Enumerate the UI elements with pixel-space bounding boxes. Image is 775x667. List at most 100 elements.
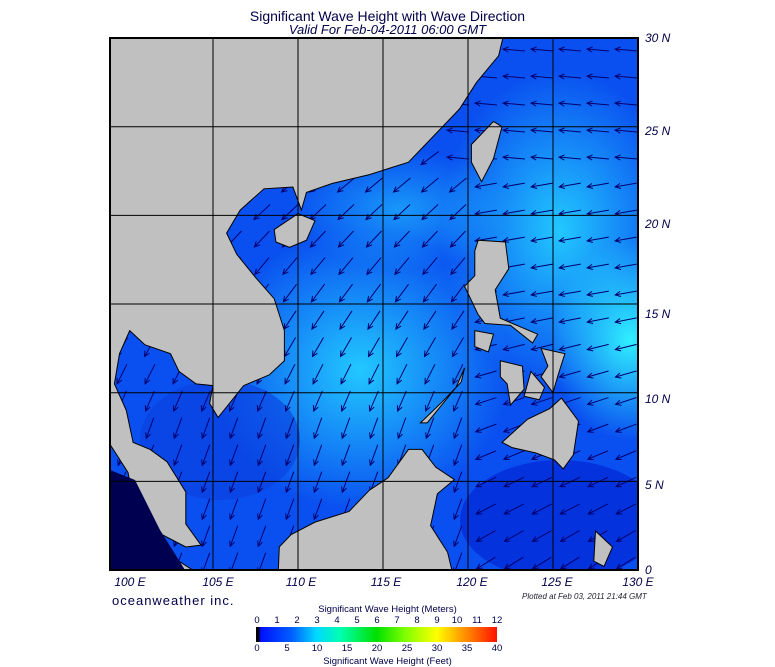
wave-arrow — [341, 471, 351, 494]
wave-arrow — [530, 182, 553, 190]
wave-arrow — [530, 317, 553, 325]
wave-arrow — [615, 556, 636, 570]
wave-arrow — [501, 127, 526, 134]
wave-arrow — [558, 317, 581, 325]
wave-arrow — [145, 417, 155, 440]
lat-label: 15 N — [645, 307, 671, 321]
lon-label: 120 E — [456, 575, 488, 589]
wave-arrow — [586, 236, 609, 244]
legend-tick: 10 — [451, 615, 463, 626]
wave-arrow — [452, 390, 463, 413]
wave-arrow — [530, 476, 553, 488]
wave-arrow — [613, 100, 638, 107]
legend-tick: 30 — [431, 643, 443, 654]
wave-arrow — [116, 363, 128, 385]
wave-arrow — [614, 236, 637, 244]
legend-feet-title: Significant Wave Height (Feet) — [323, 656, 452, 667]
wave-arrow — [614, 397, 637, 406]
wave-arrow — [257, 525, 267, 548]
wave-arrow — [201, 417, 211, 440]
wave-arrow — [474, 423, 497, 433]
land-mindoro — [474, 330, 495, 353]
land-luzon — [463, 239, 539, 344]
legend-meters-title: Significant Wave Height (Meters) — [318, 604, 457, 615]
lat-label: 0 — [645, 563, 652, 577]
wave-arrow — [529, 100, 554, 107]
wave-arrow — [423, 337, 436, 358]
wave-arrow — [338, 283, 353, 303]
wave-arrow — [340, 390, 351, 413]
wave-arrow — [201, 498, 211, 521]
wave-arrow — [229, 471, 239, 494]
wave-height-map — [109, 37, 639, 571]
land-halmahera — [593, 529, 614, 568]
wave-arrow — [557, 46, 582, 53]
wave-arrow — [614, 476, 637, 488]
wave-arrow — [613, 127, 638, 134]
wave-arrow — [614, 343, 637, 352]
wave-arrow — [614, 182, 637, 190]
wave-arrow — [285, 417, 295, 440]
wave-arrow — [530, 236, 553, 244]
color-scale-bar — [256, 627, 497, 642]
wave-arrow — [448, 177, 467, 193]
wave-arrow — [473, 100, 498, 107]
legend-tick: 5 — [354, 615, 360, 626]
wave-arrow — [285, 498, 295, 521]
legend-tick: 15 — [341, 643, 353, 654]
legend-tick: 40 — [491, 643, 503, 654]
wave-arrow — [368, 390, 379, 413]
wave-arrow — [453, 525, 463, 548]
wave-arrow — [474, 450, 497, 461]
legend-tick: 8 — [414, 615, 420, 626]
wave-arrow — [614, 423, 637, 433]
wave-arrow — [586, 343, 609, 352]
malacca-strait — [110, 470, 185, 570]
wave-arrow — [368, 363, 380, 385]
wave-arrow — [449, 230, 466, 248]
lon-label: 110 E — [285, 575, 317, 589]
legend-tick: 4 — [334, 615, 340, 626]
wave-arrow — [529, 154, 554, 161]
wave-arrow — [503, 503, 525, 515]
wave-arrow — [502, 182, 525, 190]
wave-arrow — [450, 257, 466, 276]
graticule — [110, 38, 638, 570]
wave-arrow — [420, 177, 439, 193]
wave-arrow — [614, 263, 637, 271]
wave-arrow — [366, 257, 382, 276]
wave-arrow — [336, 177, 355, 193]
wave-arrow — [531, 530, 552, 543]
wave-arrow — [421, 230, 438, 248]
lat-label: 25 N — [645, 124, 671, 138]
wave-arrow — [453, 444, 463, 467]
wave-arrow — [445, 154, 470, 161]
wave-arrow — [502, 476, 525, 488]
wave-arrow — [396, 390, 407, 413]
wave-arrow — [395, 310, 409, 331]
wave-arrow — [501, 46, 526, 53]
lat-label: 30 N — [645, 31, 671, 45]
wave-arrow — [615, 503, 637, 515]
legend-tick: 6 — [374, 615, 380, 626]
wave-arrow — [586, 370, 609, 379]
wave-arrow — [310, 257, 326, 276]
lon-label: 115 E — [370, 575, 402, 589]
wave-arrow — [257, 417, 267, 440]
wave-arrow — [474, 476, 497, 488]
wave-arrow — [173, 444, 183, 467]
wave-arrow — [257, 498, 267, 521]
legend-tick: 7 — [394, 615, 400, 626]
lat-label: 5 N — [645, 478, 664, 492]
wave-arrow — [284, 390, 295, 413]
wave-arrow — [586, 182, 609, 190]
legend-tick: 35 — [461, 643, 473, 654]
wave-arrow — [229, 444, 239, 467]
wave-arrow — [339, 337, 352, 358]
wave-arrow — [586, 450, 609, 461]
wave-arrow — [367, 310, 381, 331]
wave-arrow — [529, 46, 554, 53]
wave-arrow — [144, 363, 156, 385]
legend-tick: 20 — [371, 643, 383, 654]
wave-arrow — [585, 46, 610, 53]
